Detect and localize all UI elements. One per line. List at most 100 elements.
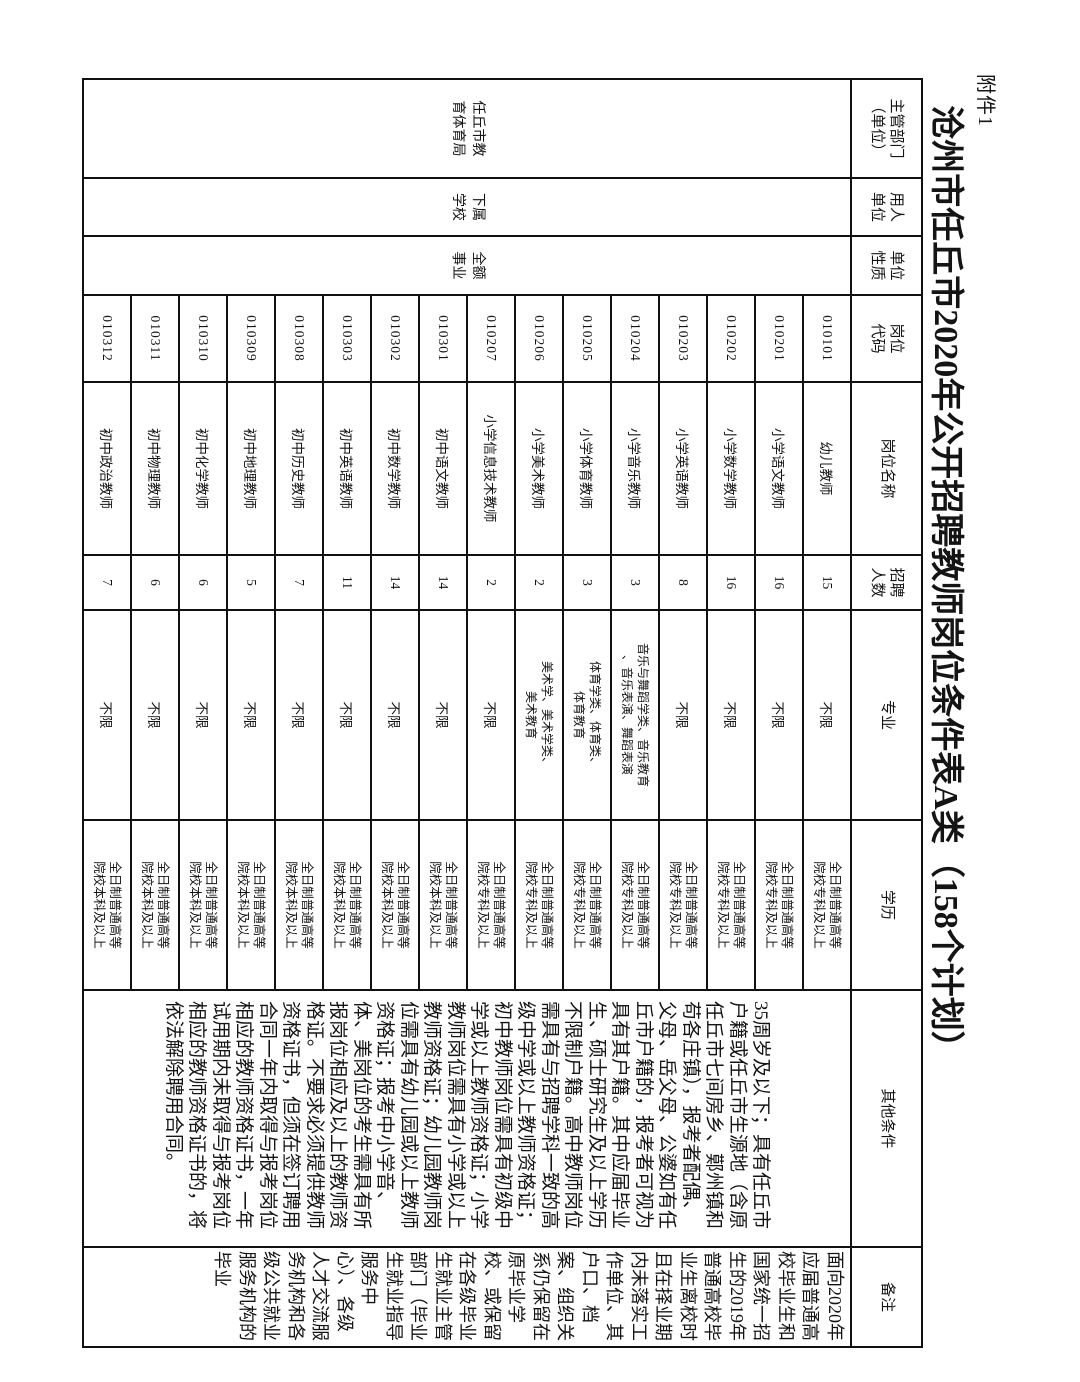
post-code-cell: 010311	[131, 295, 179, 382]
degree-cell: 全日制普通高等 院校本科及以上	[227, 820, 275, 990]
header-degree: 学历	[851, 820, 922, 990]
header-other-conditions: 其他条件	[851, 990, 922, 1247]
post-name-cell: 初中物理教师	[131, 382, 179, 555]
major-cell: 不限	[227, 610, 275, 820]
post-code-cell: 010201	[755, 295, 803, 382]
degree-cell: 全日制普通高等 院校本科及以上	[371, 820, 419, 990]
degree-cell: 全日制普通高等 院校专科及以上	[467, 820, 515, 990]
header-department: 主管部门 （单位）	[851, 79, 922, 178]
post-code-cell: 010204	[611, 295, 659, 382]
other-conditions-cell: 35周岁及以下；具有任丘市户籍或任丘市生源地（含原任丘市七间房乡、鄚州镇和苟各庄…	[83, 990, 851, 1247]
post-code-cell: 010207	[467, 295, 515, 382]
major-cell: 不限	[371, 610, 419, 820]
count-cell: 2	[467, 555, 515, 610]
degree-cell: 全日制普通高等 院校专科及以上	[659, 820, 707, 990]
header-unit-type: 单位 性质	[851, 236, 922, 295]
post-name-cell: 初中政治教师	[83, 382, 131, 555]
header-count: 招聘 人数	[851, 555, 922, 610]
post-code-cell: 010301	[419, 295, 467, 382]
count-cell: 16	[755, 555, 803, 610]
page-title: 沧州市任丘市2020年公开招聘教师岗位条件表A类（158个计划）	[927, 105, 964, 1065]
post-name-cell: 小学语文教师	[755, 382, 803, 555]
post-code-cell: 010308	[275, 295, 323, 382]
count-cell: 2	[515, 555, 563, 610]
degree-cell: 全日制普通高等 院校专科及以上	[563, 820, 611, 990]
major-cell: 音乐与舞蹈学类、音乐教育 、音乐表演、舞蹈表演	[611, 610, 659, 820]
degree-cell: 全日制普通高等 院校本科及以上	[131, 820, 179, 990]
count-cell: 16	[707, 555, 755, 610]
department-cell: 任丘市教育体育局	[83, 79, 851, 178]
count-cell: 14	[419, 555, 467, 610]
degree-cell: 全日制普通高等 院校本科及以上	[419, 820, 467, 990]
post-name-cell: 小学数学教师	[707, 382, 755, 555]
degree-cell: 全日制普通高等 院校专科及以上	[707, 820, 755, 990]
post-code-cell: 010302	[371, 295, 419, 382]
post-name-cell: 小学英语教师	[659, 382, 707, 555]
major-cell: 不限	[275, 610, 323, 820]
post-code-cell: 010310	[179, 295, 227, 382]
degree-cell: 全日制普通高等 院校本科及以上	[83, 820, 131, 990]
major-cell: 不限	[467, 610, 515, 820]
major-cell: 不限	[419, 610, 467, 820]
post-code-cell: 010206	[515, 295, 563, 382]
major-cell: 不限	[323, 610, 371, 820]
attachment-label: 附件1	[974, 74, 996, 127]
employer-cell: 下属学校	[83, 178, 851, 236]
major-cell: 不限	[803, 610, 851, 820]
count-cell: 5	[227, 555, 275, 610]
major-cell: 不限	[83, 610, 131, 820]
count-cell: 7	[83, 555, 131, 610]
post-code-cell: 010101	[803, 295, 851, 382]
degree-cell: 全日制普通高等 院校专科及以上	[803, 820, 851, 990]
post-code-cell: 010309	[227, 295, 275, 382]
degree-cell: 全日制普通高等 院校专科及以上	[515, 820, 563, 990]
post-name-cell: 幼儿教师	[803, 382, 851, 555]
post-name-cell: 初中历史教师	[275, 382, 323, 555]
post-name-cell: 初中数学教师	[371, 382, 419, 555]
post-code-cell: 010312	[83, 295, 131, 382]
post-name-cell: 小学体育教师	[563, 382, 611, 555]
count-cell: 6	[179, 555, 227, 610]
degree-cell: 全日制普通高等 院校本科及以上	[323, 820, 371, 990]
major-cell: 不限	[755, 610, 803, 820]
table-header: 主管部门 （单位） 用人 单位 单位 性质 岗位 代码 岗位名称 招聘 人数 专…	[851, 79, 922, 1347]
header-post-name: 岗位名称	[851, 382, 922, 555]
count-cell: 7	[275, 555, 323, 610]
count-cell: 3	[563, 555, 611, 610]
major-cell: 体育学类、体育类、 体育教育	[563, 610, 611, 820]
post-name-cell: 小学信息技术教师	[467, 382, 515, 555]
header-post-code: 岗位 代码	[851, 295, 922, 382]
count-cell: 3	[611, 555, 659, 610]
count-cell: 11	[323, 555, 371, 610]
count-cell: 14	[371, 555, 419, 610]
degree-cell: 全日制普通高等 院校专科及以上	[755, 820, 803, 990]
post-code-cell: 010202	[707, 295, 755, 382]
post-code-cell: 010205	[563, 295, 611, 382]
post-name-cell: 小学音乐教师	[611, 382, 659, 555]
header-row: 主管部门 （单位） 用人 单位 单位 性质 岗位 代码 岗位名称 招聘 人数 专…	[851, 79, 922, 1347]
unit-type-cell: 全额事业	[83, 236, 851, 295]
remark-cell: 面向2020年应届普通高校毕业生和国家统一招生的2019年普通高校毕业生离校时且…	[83, 1247, 851, 1347]
post-code-cell: 010203	[659, 295, 707, 382]
count-cell: 8	[659, 555, 707, 610]
header-remark: 备注	[851, 1247, 922, 1347]
post-name-cell: 初中化学教师	[179, 382, 227, 555]
degree-cell: 全日制普通高等 院校本科及以上	[275, 820, 323, 990]
count-cell: 6	[131, 555, 179, 610]
post-code-cell: 010303	[323, 295, 371, 382]
post-name-cell: 初中语文教师	[419, 382, 467, 555]
header-employer: 用人 单位	[851, 178, 922, 236]
degree-cell: 全日制普通高等 院校专科及以上	[611, 820, 659, 990]
degree-cell: 全日制普通高等 院校本科及以上	[179, 820, 227, 990]
recruitment-table: 主管部门 （单位） 用人 单位 单位 性质 岗位 代码 岗位名称 招聘 人数 专…	[82, 78, 923, 1348]
major-cell: 不限	[707, 610, 755, 820]
post-name-cell: 初中地理教师	[227, 382, 275, 555]
major-cell: 不限	[179, 610, 227, 820]
major-cell: 不限	[659, 610, 707, 820]
post-name-cell: 小学美术教师	[515, 382, 563, 555]
major-cell: 美术学、美术学类、 美术教育	[515, 610, 563, 820]
major-cell: 不限	[131, 610, 179, 820]
header-major: 专业	[851, 610, 922, 820]
table-body: 任丘市教育体育局 下属学校 全额事业 010101 幼儿教师 15 不限 全日制普通高等 院校…	[83, 79, 851, 1347]
